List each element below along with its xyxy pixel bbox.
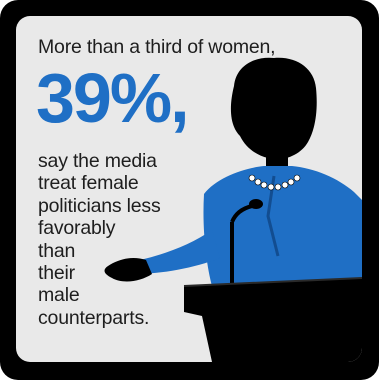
- headline-text: More than a third of women,: [38, 36, 276, 58]
- stat-percentage: 39%,: [36, 59, 190, 137]
- blue-jacket: [203, 166, 362, 316]
- body-line: say the media: [38, 150, 157, 172]
- outstretched-arm: [134, 230, 220, 274]
- body-line: politicians less: [38, 194, 161, 217]
- body-text: say the media treat female politicians l…: [38, 150, 248, 329]
- head-silhouette: [230, 57, 317, 160]
- gesturing-hand: [104, 258, 152, 282]
- body-line: than: [38, 239, 76, 262]
- podium-top-edge: [183, 277, 362, 287]
- body-line: male: [38, 284, 80, 307]
- body-line: their: [38, 262, 75, 285]
- infographic-panel: More than a third of women, 39%, say the…: [16, 16, 362, 362]
- microphone-head: [249, 199, 263, 209]
- body-line: treat female: [38, 172, 139, 195]
- body-line: favorably: [38, 217, 116, 240]
- body-line: counterparts.: [38, 306, 150, 329]
- podium: [184, 278, 362, 362]
- pearl-necklace: [248, 174, 301, 191]
- woman-at-podium-illustration: [104, 57, 362, 362]
